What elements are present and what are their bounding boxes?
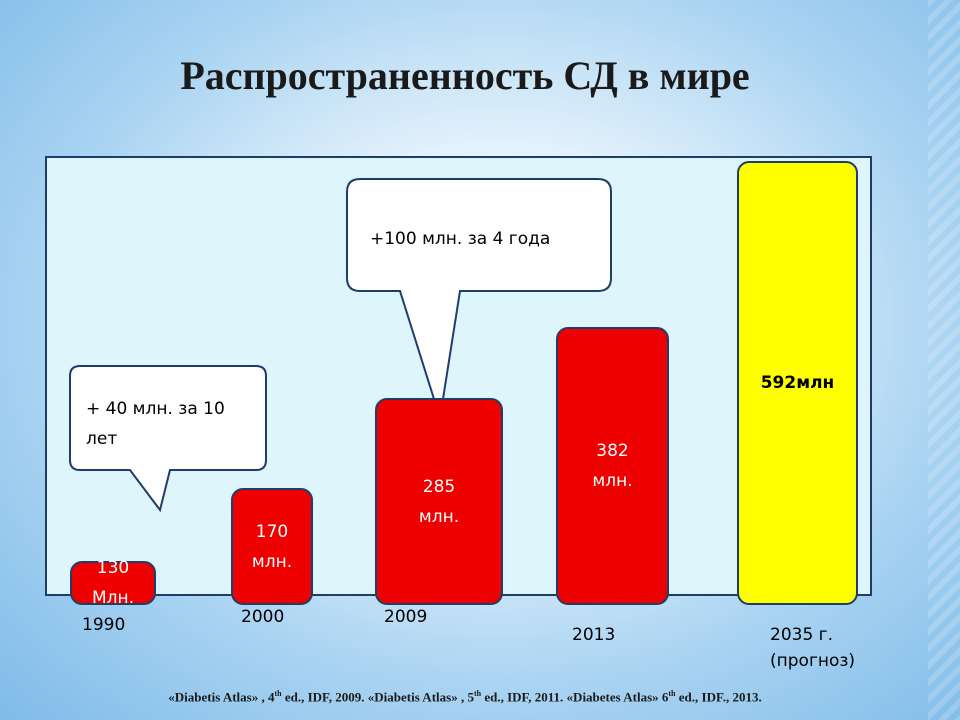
year-label-2009: 2009	[384, 607, 428, 627]
source-citation: «Diabetis Atlas» , 4th ed., IDF, 2009. «…	[0, 689, 930, 705]
bar-2013: 382 млн.	[556, 327, 669, 605]
bar-2000: 170 млн.	[231, 488, 313, 605]
bar-2009: 285 млн.	[375, 398, 503, 605]
source-part-3: ed., IDF, 2011. «Diabetes Atlas» 6	[481, 689, 669, 705]
bar-label-2009: 285 млн.	[418, 476, 460, 527]
source-sup-2: th	[473, 689, 482, 698]
source-part-4: ed., IDF., 2013.	[675, 689, 762, 705]
year-label-2000: 2000	[241, 607, 285, 627]
bar-label-2013: 382 млн.	[592, 441, 633, 491]
source-sup-1: th	[274, 689, 282, 698]
bar-label-2000: 170 млн.	[251, 521, 293, 572]
bar-1990: 130 Млн.	[70, 558, 156, 608]
bar-label-2035: 592млн	[760, 373, 835, 393]
callout-bubble-1	[69, 365, 267, 513]
year-label-2013: 2013	[572, 625, 616, 645]
source-part-1: «Diabetis Atlas» , 4	[168, 689, 275, 705]
callout-text-2: +100 млн. за 4 года	[370, 229, 551, 249]
chart-title: Распространенность СД в мире	[180, 53, 750, 98]
bar-2035: 592млн	[737, 161, 858, 605]
source-part-2: ed., IDF, 2009. «Diabetis Atlas» , 5	[281, 689, 474, 705]
callout-text-1: + 40 млн. за 10 лет	[86, 399, 225, 449]
decorative-edge	[928, 0, 960, 720]
year-label-2035: 2035 г. (прогноз)	[770, 625, 856, 671]
source-sup-3: th	[668, 689, 676, 698]
callout-bubble-2	[346, 178, 612, 419]
bar-label-1990: 130 Млн.	[91, 558, 135, 608]
year-label-1990: 1990	[82, 615, 126, 635]
